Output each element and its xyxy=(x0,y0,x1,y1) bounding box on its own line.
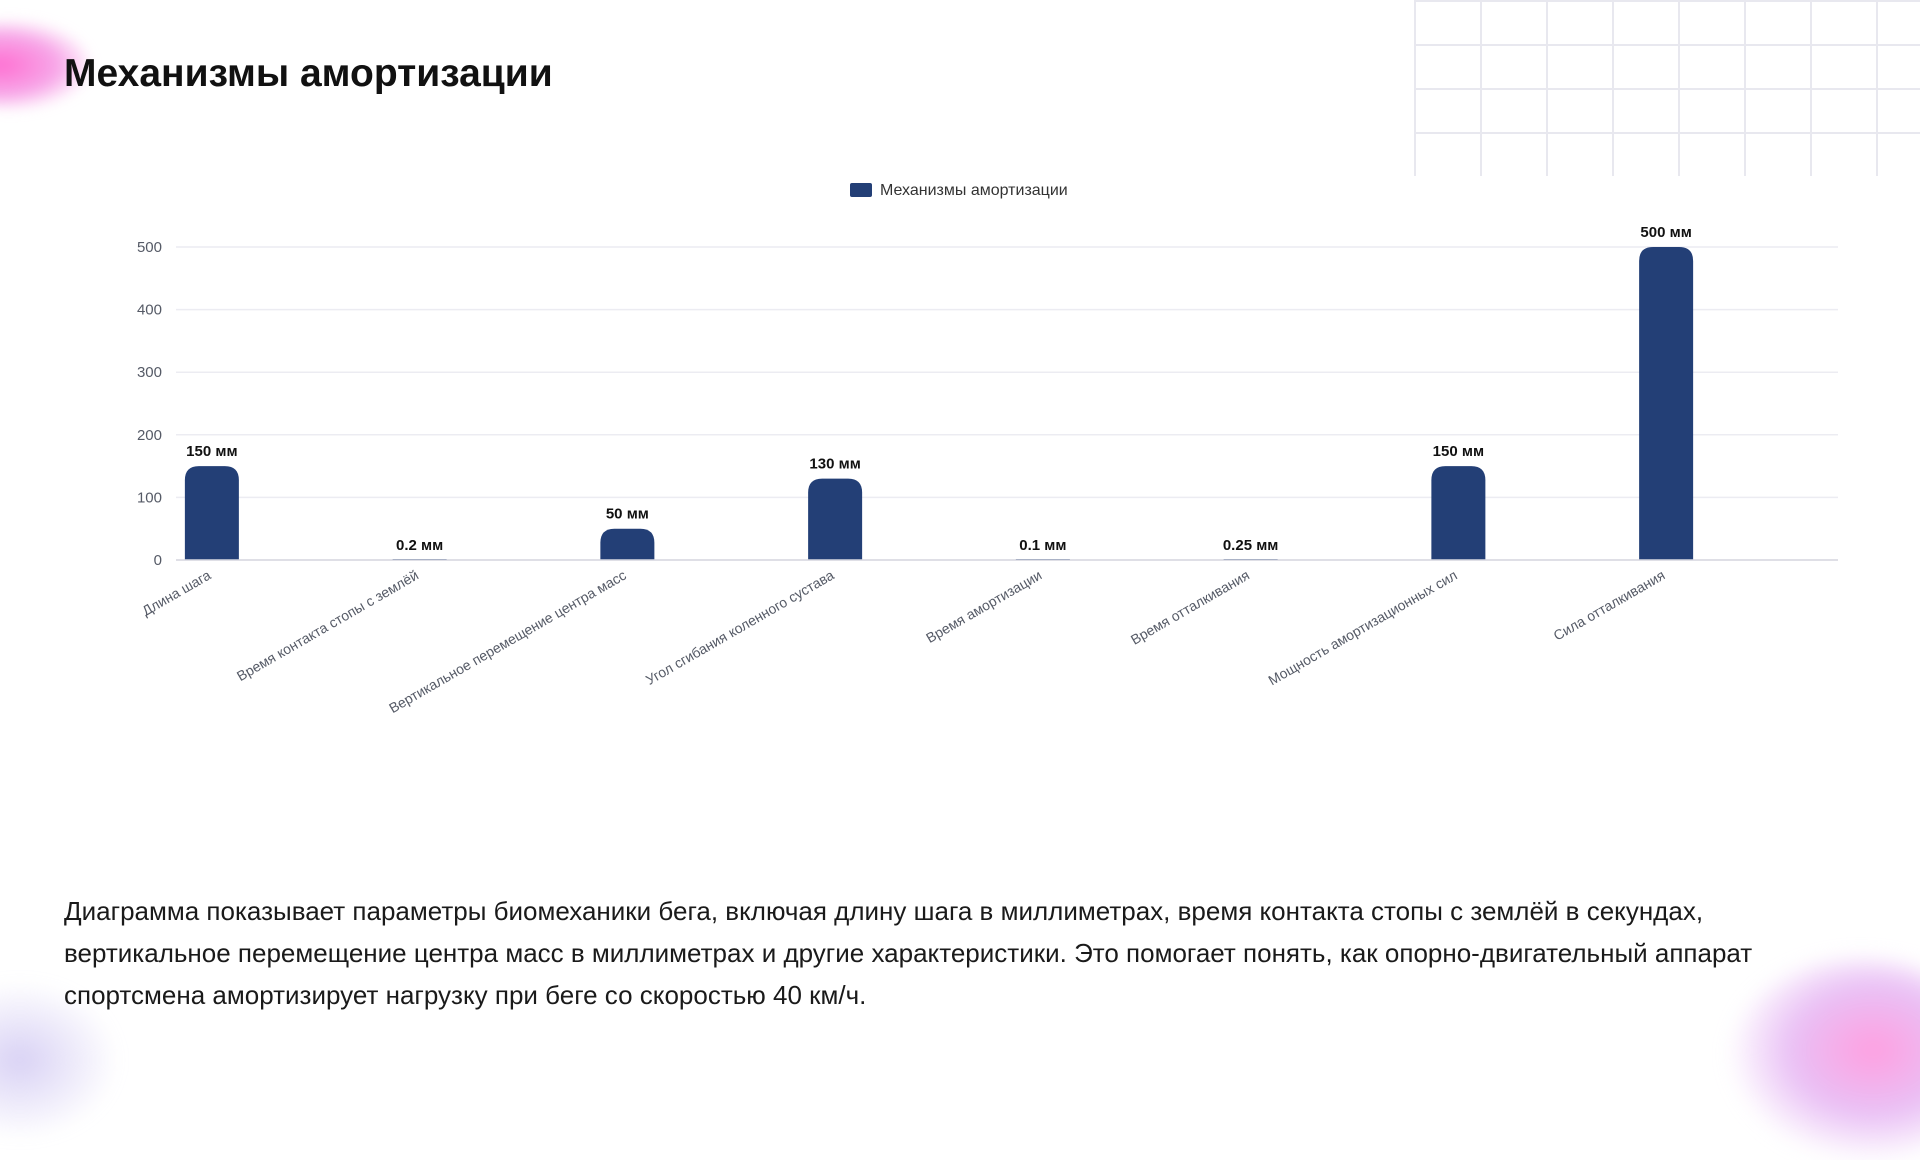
y-tick-label: 500 xyxy=(137,239,162,256)
y-tick-label: 200 xyxy=(137,427,162,444)
data-label: 0.1 мм xyxy=(1019,537,1066,554)
x-tick-label: Мощность амортизационных сил xyxy=(1265,567,1460,689)
x-tick-label: Время амортизации xyxy=(923,567,1044,646)
data-label: 0.25 мм xyxy=(1223,537,1279,554)
bar xyxy=(1639,247,1694,560)
x-tick-label: Вертикальное перемещение центра масс xyxy=(386,567,629,716)
x-tick-label: Время контакта стопы с землёй xyxy=(234,567,421,684)
legend-label: Механизмы амортизации xyxy=(880,182,1068,199)
bar xyxy=(600,528,655,560)
data-label: 150 мм xyxy=(186,443,237,460)
y-tick-label: 300 xyxy=(137,364,162,381)
x-tick-label: Угол сгибания коленного сустава xyxy=(643,567,837,688)
bar-chart: 0 100 200 300 400 500 Механизмы амортизации 150… xyxy=(137,182,1838,716)
legend-swatch xyxy=(850,183,872,197)
data-label: 150 мм xyxy=(1433,443,1484,460)
bar xyxy=(184,466,239,560)
data-label: 130 мм xyxy=(809,456,860,473)
data-label: 500 мм xyxy=(1640,224,1691,241)
x-tick-label: Время отталкивания xyxy=(1128,567,1252,648)
page-title: Механизмы амортизации xyxy=(64,52,553,95)
y-tick-label: 0 xyxy=(154,552,162,569)
decor-grid xyxy=(1414,0,1920,176)
data-label: 0.2 мм xyxy=(396,537,443,554)
bar xyxy=(808,478,863,560)
x-tick-label: Длина шага xyxy=(139,567,213,619)
x-tick-label: Сила отталкивания xyxy=(1550,567,1667,644)
y-tick-label: 400 xyxy=(137,302,162,319)
data-label: 50 мм xyxy=(606,506,649,523)
chart-description: Диаграмма показывает параметры биомехани… xyxy=(64,896,1753,1010)
bar xyxy=(1431,466,1486,560)
y-tick-label: 100 xyxy=(137,489,162,506)
